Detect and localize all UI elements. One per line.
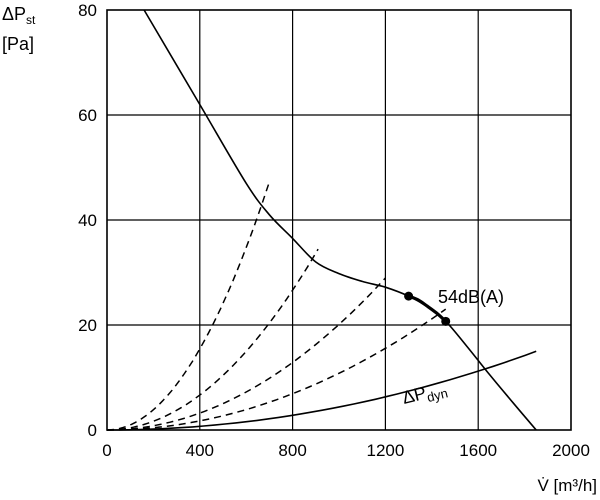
tick-labels: 0 400 800 1200 1600 2000 0 20 40 60 80 [78,1,590,460]
dynamic-pressure-label-main: ΔP [400,383,428,408]
plot-frame [106,9,572,431]
y-axis-label-sub: st [26,13,36,27]
y-tick-label: 60 [78,106,97,125]
system-curve-2 [106,248,319,431]
x-tick-label: 800 [278,441,306,460]
y-axis-label: ΔPst [2,4,36,27]
y-tick-label: 40 [78,211,97,230]
dynamic-pressure-label-sub: dyn [425,385,449,405]
y-tick-label: 20 [78,316,97,335]
y-tick-label: 80 [78,1,97,20]
y-axis-unit: [Pa] [2,34,34,54]
operating-segment [408,294,447,323]
operating-point-start [404,291,414,301]
x-tick-label: 0 [102,441,111,460]
y-tick-label: 0 [88,421,97,440]
system-curve-3 [106,277,386,431]
system-curve-4 [106,308,447,431]
dynamic-pressure-curve [107,350,537,431]
curves [106,9,537,431]
x-axis-label: V̇ [m³/h] [537,476,597,495]
x-tick-label: 400 [186,441,214,460]
y-axis-label-main: ΔP [2,4,26,24]
system-curve-1 [106,181,271,431]
operating-point-label: 54dB(A) [438,287,504,307]
fan-curve [143,9,537,431]
operating-point-end [441,316,451,326]
grid-lines [106,9,572,431]
x-tick-label: 1600 [459,441,497,460]
x-tick-label: 1200 [366,441,404,460]
x-tick-label: 2000 [552,441,590,460]
